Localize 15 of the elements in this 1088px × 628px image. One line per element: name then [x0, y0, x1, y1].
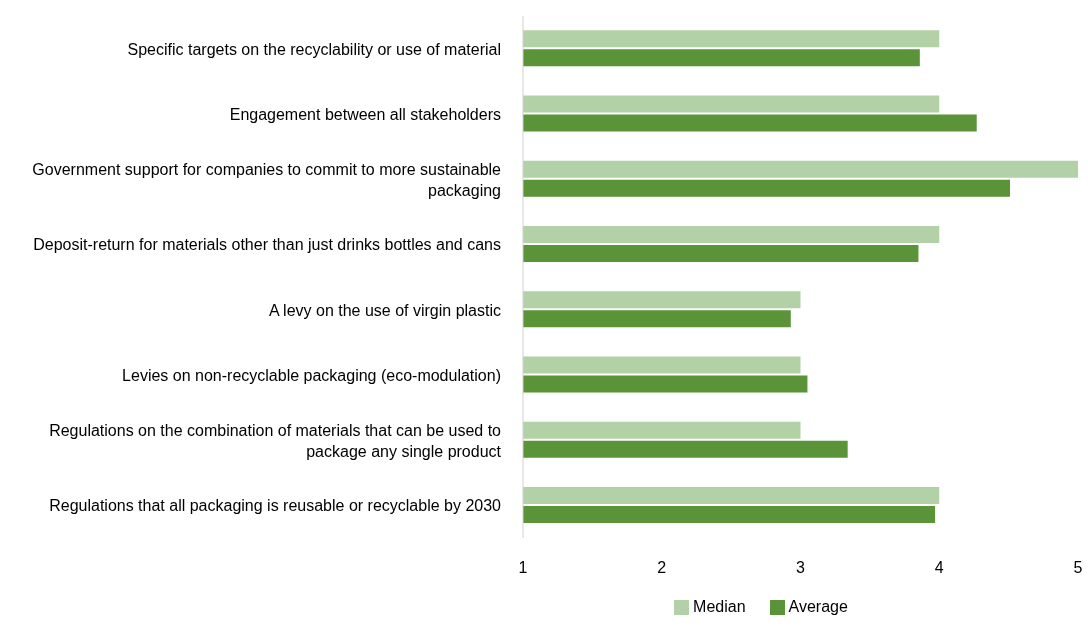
- x-tick-label: 3: [796, 559, 806, 577]
- y-tick-label: Engagement between all stakeholders: [229, 105, 501, 123]
- y-tick-label: Specific targets on the recyclability or use of material: [127, 40, 501, 58]
- x-tick-label: 4: [934, 559, 944, 577]
- y-tick-label: Regulations on the combination of materials that can be used to package any single product: [49, 421, 502, 460]
- legend-label: Median: [693, 598, 746, 615]
- y-tick-label: A levy on the use of virgin plastic: [268, 301, 501, 319]
- x-tick-label: 5: [1073, 559, 1083, 577]
- y-tick-label: Levies on non-recyclable packaging (eco-modulation): [122, 366, 501, 384]
- y-tick-label: Deposit-return for materials other than just drinks bottles and cans: [33, 235, 501, 253]
- x-tick-label: 2: [657, 559, 667, 577]
- y-tick-label: Government support for companies to commit to more sustainable packaging: [32, 160, 502, 199]
- x-tick-label: 1: [518, 559, 528, 577]
- legend-label: Average: [788, 598, 848, 615]
- y-tick-label: Regulations that all packaging is reusable or recyclable by 2030: [49, 496, 502, 514]
